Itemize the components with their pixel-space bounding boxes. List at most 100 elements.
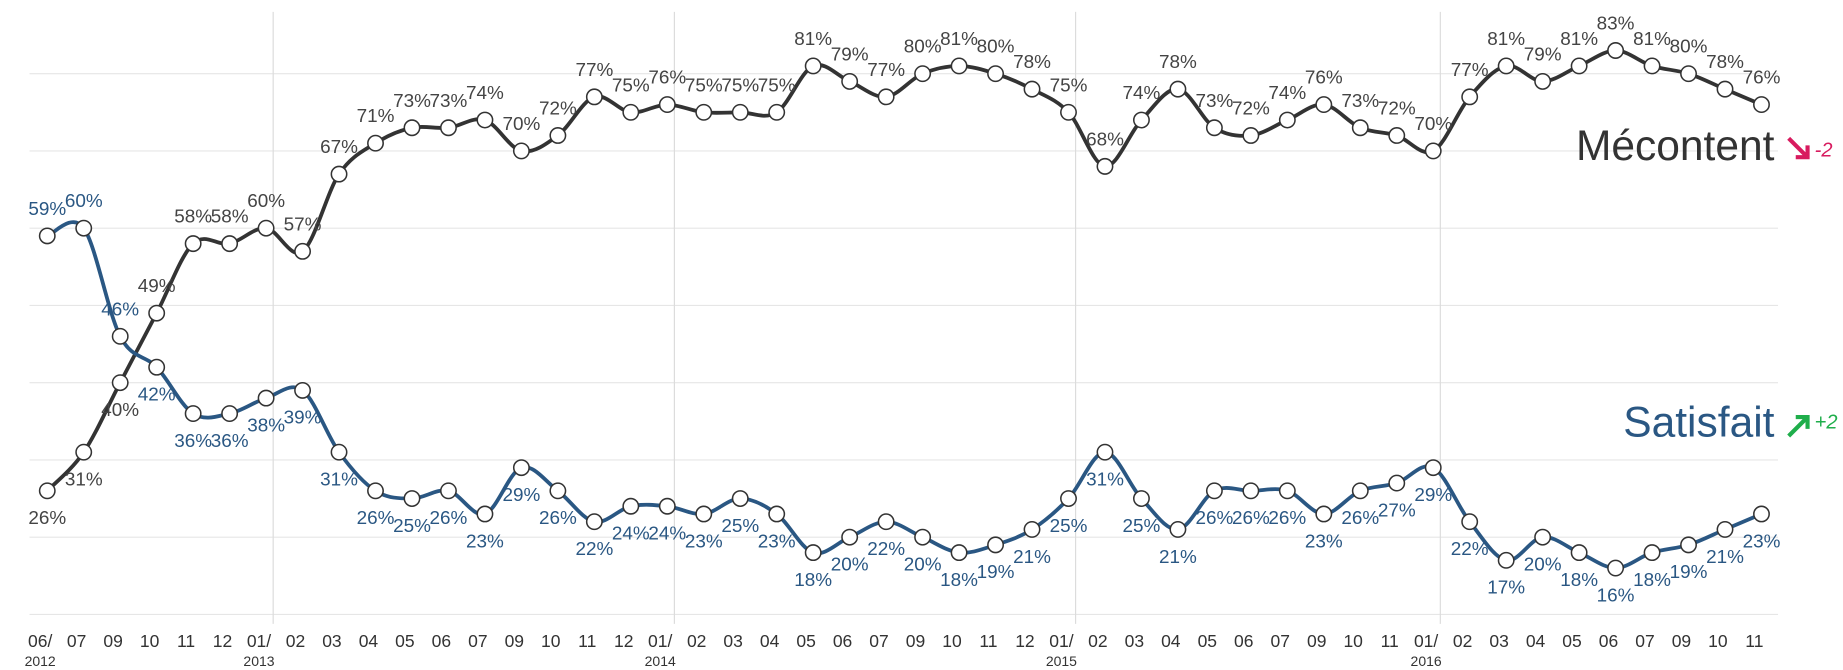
series-change: +2 <box>1815 411 1838 433</box>
value-label: 80% <box>977 37 1015 58</box>
data-point <box>257 389 275 407</box>
data-point <box>1716 520 1734 538</box>
value-label: 81% <box>794 29 832 50</box>
x-tick-label: 03 <box>1489 630 1509 651</box>
value-label: 23% <box>685 531 723 552</box>
value-label: 78% <box>1706 52 1744 73</box>
data-point <box>914 65 932 83</box>
x-tick-label: 10 <box>541 630 561 651</box>
data-point <box>111 327 129 345</box>
data-point <box>1607 42 1625 59</box>
data-point <box>476 505 494 523</box>
value-label: 70% <box>502 114 540 135</box>
data-point <box>221 405 239 423</box>
data-point <box>1680 65 1697 83</box>
x-tick-label: 01/ 2013 <box>243 630 275 669</box>
data-point <box>695 103 713 121</box>
data-point <box>1023 520 1041 538</box>
x-tick-label: 07 <box>468 630 488 651</box>
data-point <box>1205 119 1223 137</box>
value-label: 39% <box>284 408 322 429</box>
value-label: 72% <box>1232 98 1270 119</box>
data-point <box>38 482 56 500</box>
value-label: 26% <box>1341 508 1379 529</box>
data-point <box>75 219 93 237</box>
value-label: 20% <box>1524 555 1562 576</box>
value-label: 75% <box>612 75 650 96</box>
data-point <box>1169 520 1187 538</box>
value-label: 26% <box>1232 508 1270 529</box>
x-tick-label: 11 <box>979 630 998 651</box>
data-point <box>75 443 93 461</box>
data-point <box>950 57 968 75</box>
x-tick-label: 02 <box>1452 630 1473 651</box>
x-tick-label: 02 <box>1088 630 1108 651</box>
value-label: 78% <box>1159 52 1197 73</box>
data-point <box>1242 482 1260 500</box>
trend-arrow <box>1787 136 1810 160</box>
data-point <box>549 127 567 144</box>
data-point <box>768 505 786 523</box>
value-label: 58% <box>211 207 249 228</box>
data-point <box>294 242 312 260</box>
x-tick-label: 01/ 2016 <box>1410 630 1442 669</box>
data-point <box>111 374 129 392</box>
data-point <box>1716 80 1734 98</box>
x-tick-label: 06 <box>832 630 853 651</box>
value-label: 80% <box>904 37 942 58</box>
data-point <box>184 405 202 423</box>
x-tick-label: 03 <box>322 630 342 651</box>
value-label: 68% <box>1086 129 1124 150</box>
data-point <box>695 505 713 523</box>
value-label: 26% <box>430 508 468 529</box>
x-tick-label: 02 <box>686 630 707 651</box>
data-point <box>1534 72 1552 90</box>
value-label: 74% <box>466 83 504 104</box>
value-label: 58% <box>174 207 212 228</box>
trend-arrow <box>1787 415 1810 438</box>
value-label: 24% <box>648 524 686 545</box>
data-point <box>1315 505 1333 523</box>
data-point <box>585 88 603 106</box>
value-label: 23% <box>466 531 504 552</box>
x-tick-label: 06/ 2012 <box>24 630 56 669</box>
x-tick-label: 09 <box>1306 630 1327 651</box>
x-tick-label: 10 <box>1343 630 1363 651</box>
data-point <box>658 497 676 515</box>
value-label: 21% <box>1013 547 1051 568</box>
value-label: 40% <box>101 400 139 421</box>
value-label: 46% <box>101 299 139 320</box>
data-point <box>768 103 786 121</box>
data-point <box>476 111 494 129</box>
data-point <box>1132 490 1150 507</box>
value-label: 36% <box>211 431 249 452</box>
value-label: 26% <box>539 508 577 529</box>
x-tick-label: 11 <box>578 630 597 651</box>
value-label: 81% <box>1633 29 1671 50</box>
x-tick-label: 11 <box>176 630 196 651</box>
value-label: 18% <box>794 570 832 591</box>
data-point <box>1205 482 1223 500</box>
value-label: 73% <box>430 91 468 112</box>
data-point <box>1060 103 1077 121</box>
value-label: 76% <box>1305 68 1343 89</box>
x-tick-label: 09 <box>103 630 123 651</box>
value-label: 75% <box>758 75 796 96</box>
data-point <box>549 482 567 500</box>
value-label: 75% <box>721 75 759 96</box>
x-tick-label: 10 <box>942 630 962 651</box>
data-point <box>1132 111 1150 129</box>
value-label: 23% <box>1743 531 1781 552</box>
x-tick-label: 06 <box>431 630 452 651</box>
value-label: 18% <box>1560 570 1598 591</box>
value-label: 25% <box>1123 516 1161 537</box>
data-point <box>148 358 166 376</box>
x-tick-label: 11 <box>1380 630 1399 651</box>
data-point <box>914 528 932 546</box>
value-label: 70% <box>1414 114 1452 135</box>
value-label: 81% <box>1487 29 1525 50</box>
data-point <box>1570 544 1588 562</box>
data-point <box>1570 57 1588 75</box>
data-point <box>987 65 1004 83</box>
